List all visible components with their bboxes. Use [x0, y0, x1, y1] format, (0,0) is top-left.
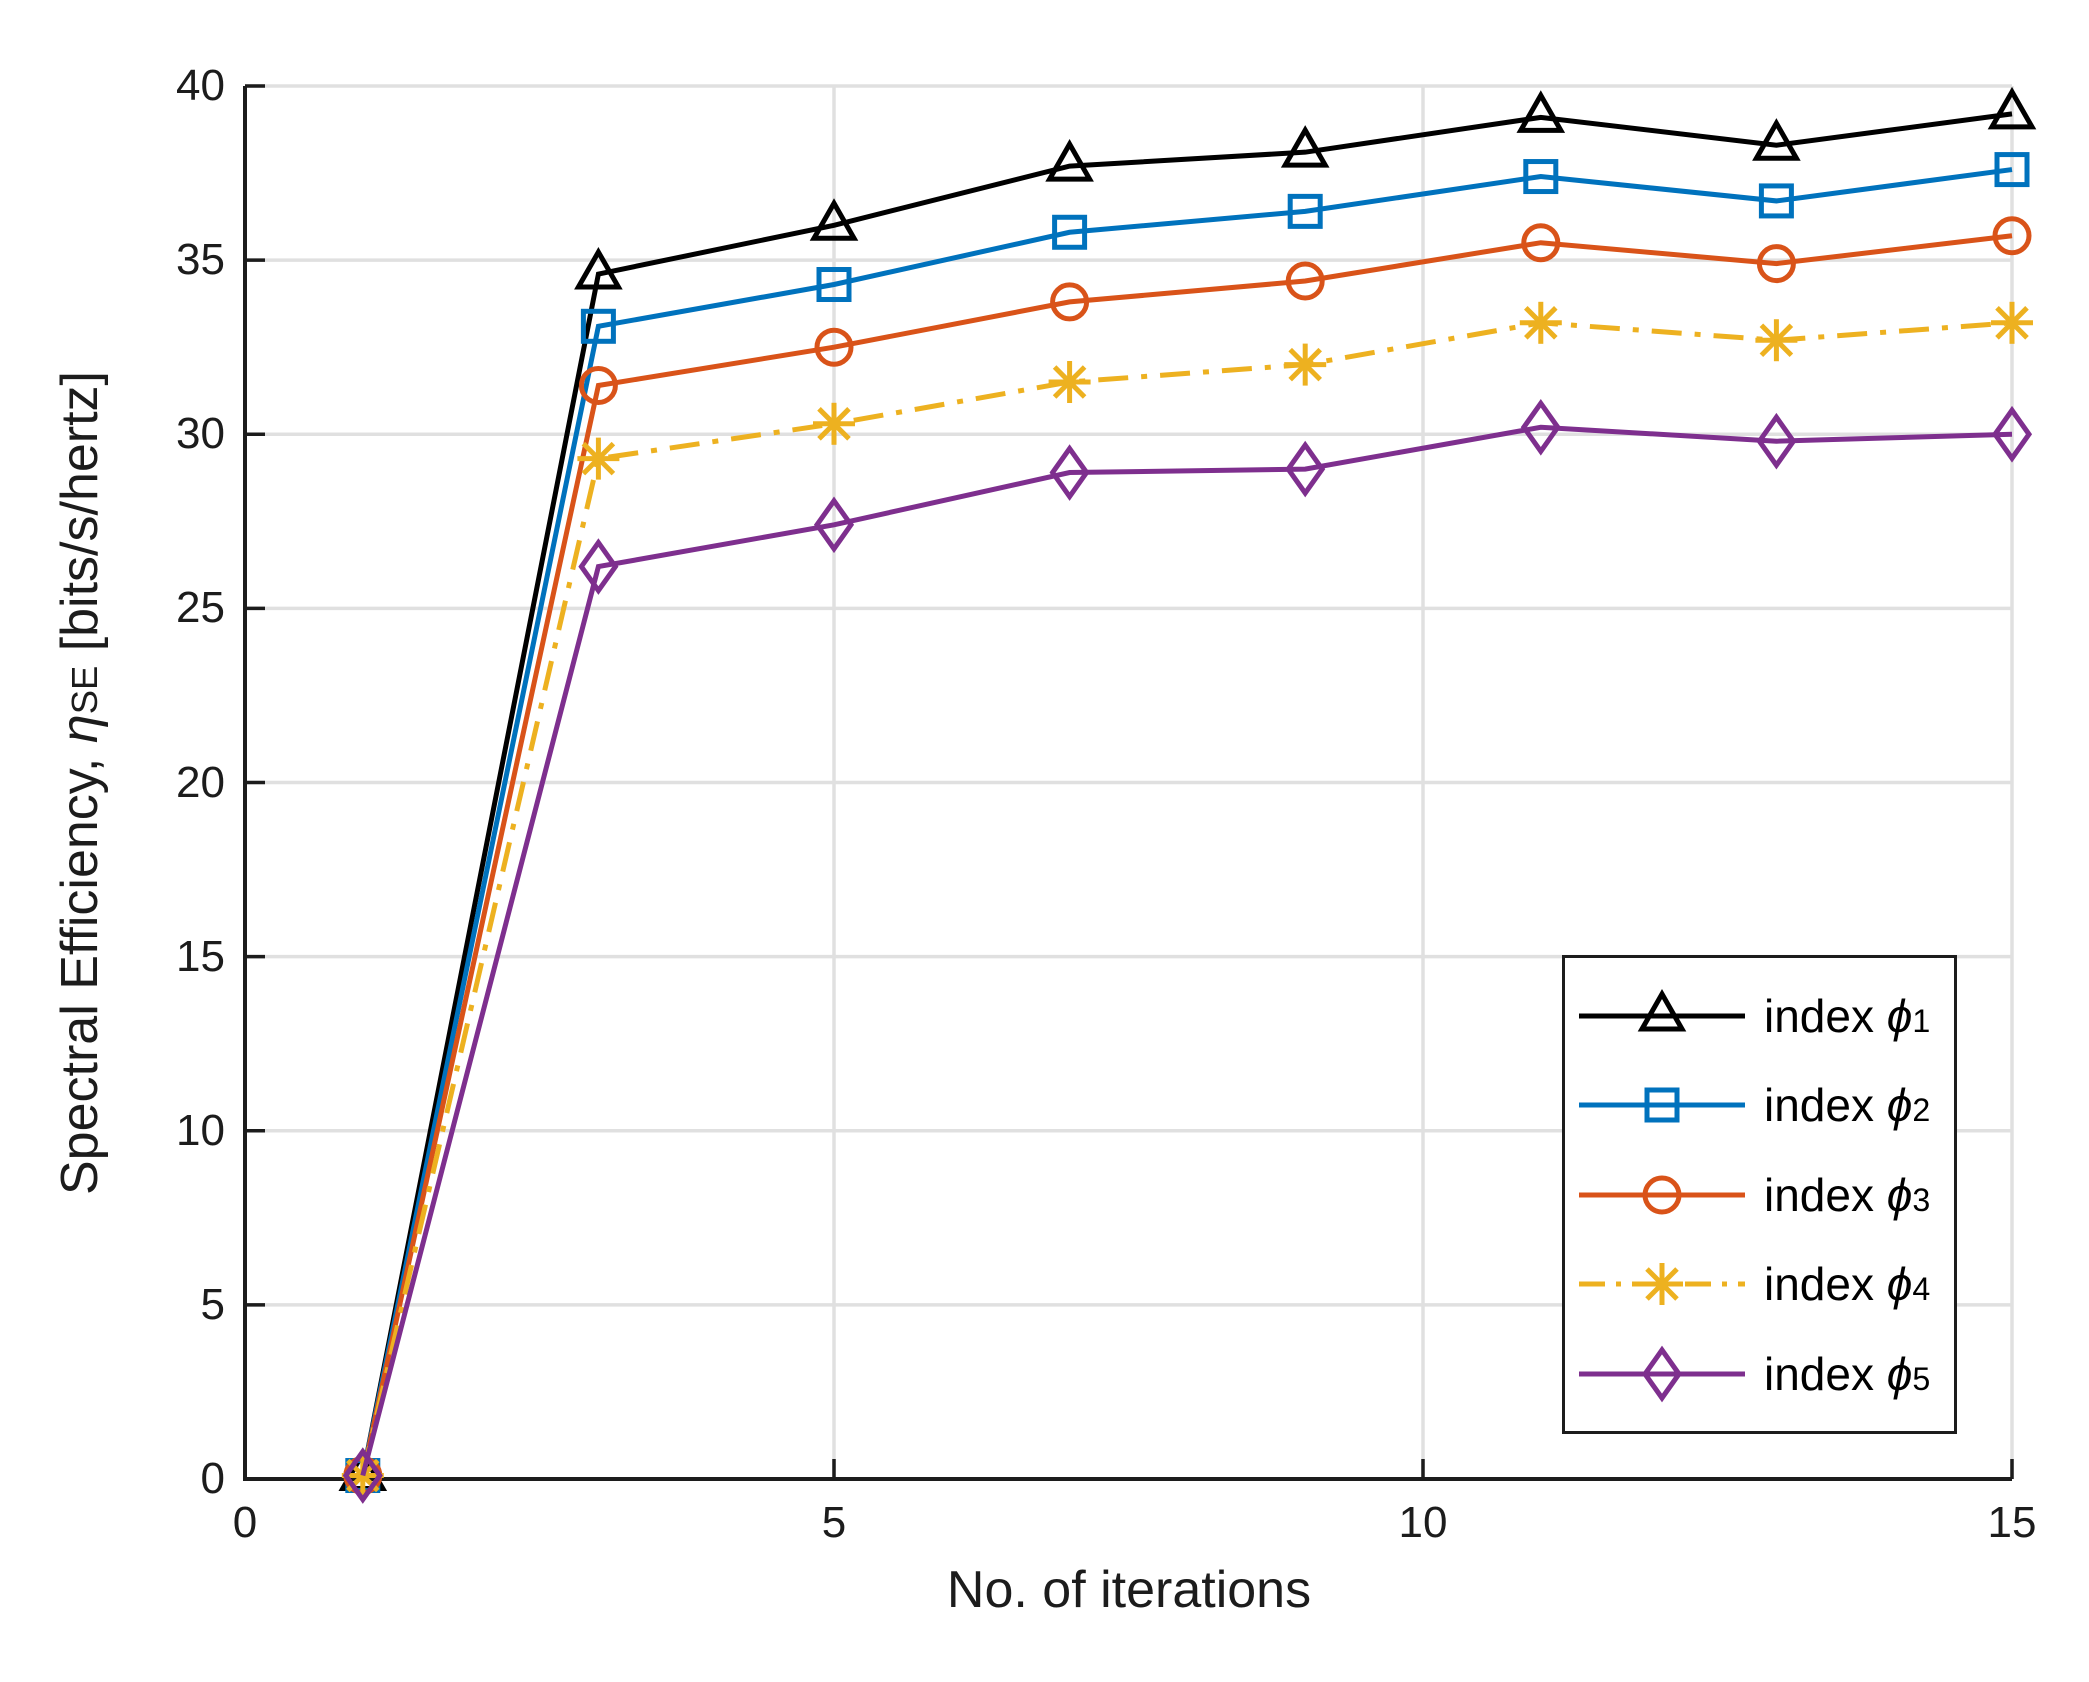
diamond-marker: [1285, 440, 1326, 498]
circle-marker: [1285, 261, 1325, 301]
series-line-2: [360, 167, 2013, 1477]
legend-sample-5: [1579, 1345, 1745, 1402]
asterisk-arm: [1759, 323, 1794, 357]
y-tick-label: 30: [176, 409, 225, 459]
asterisk-arm: [1995, 306, 2029, 340]
series-2: [345, 152, 2030, 1494]
x-tick-label: 5: [821, 1498, 847, 1547]
series-line-3: [360, 233, 2013, 1477]
y-label-prefix: Spectral Efficiency,: [51, 743, 109, 1196]
triangle-up-marker: [1045, 139, 1094, 182]
asterisk-arm: [1288, 347, 1322, 382]
triangle-up-marker: [1752, 118, 1801, 161]
x-axis-label: No. of iterations: [946, 1561, 1312, 1619]
square-marker: [1758, 183, 1794, 219]
legend-label-3: index ϕ3: [1764, 1168, 1931, 1221]
series-5: [342, 398, 2033, 1504]
legend-item-2: index ϕ2: [1575, 1073, 1954, 1137]
legend-label-2: index ϕ2: [1764, 1079, 1931, 1131]
legend-sample-4: [1579, 1263, 1745, 1305]
circle-marker: [1756, 244, 1796, 284]
asterisk-arm: [581, 441, 616, 476]
diamond-marker: [1756, 412, 1797, 470]
asterisk-arm: [1645, 1267, 1679, 1301]
diamond-marker: [1520, 398, 1561, 456]
triangle-up-marker: [1280, 125, 1330, 168]
series-4: [341, 301, 2033, 1497]
series-line-4: [360, 320, 2013, 1477]
asterisk-arm: [817, 407, 851, 441]
asterisk-arm: [1524, 306, 1558, 340]
y-tick-label: 10: [176, 1105, 225, 1155]
legend-label-5: index ϕ5: [1764, 1347, 1931, 1400]
diamond-marker: [578, 538, 619, 595]
square-marker: [816, 267, 852, 303]
legend-sample-3: [1579, 1175, 1745, 1214]
square-marker: [1994, 152, 2030, 188]
triangle-up-marker: [574, 247, 623, 290]
series-line-1: [360, 111, 2013, 1476]
square-marker: [1644, 1087, 1680, 1123]
y-tick-label: 0: [200, 1454, 225, 1503]
legend-sample-1: [1579, 988, 1745, 1031]
y-tick-label: 15: [176, 931, 225, 981]
diamond-marker: [1049, 444, 1090, 501]
triangle-up-marker: [1987, 86, 2037, 130]
triangle-up-marker: [1637, 988, 1687, 1031]
circle-marker: [1992, 216, 2032, 256]
legend-item-1: index ϕ1: [1575, 984, 1954, 1048]
series-line-5: [360, 424, 2013, 1477]
x-tick-label: 0: [232, 1498, 258, 1547]
diamond-marker: [813, 496, 855, 554]
y-tick-label: 25: [176, 583, 225, 633]
circle-marker: [578, 365, 618, 405]
series-3: [343, 216, 2032, 1496]
circle-marker: [1642, 1175, 1682, 1214]
y-label-suffix: [bits/s/hertz]: [51, 370, 109, 666]
legend-sample-2: [1579, 1087, 1745, 1123]
circle-marker: [1521, 223, 1561, 263]
series-1: [338, 86, 2037, 1492]
legend-item-3: index ϕ3: [1575, 1163, 1954, 1227]
legend-label-4: index ϕ4: [1764, 1258, 1931, 1310]
triangle-up-marker: [809, 198, 859, 241]
y-tick-label: 20: [176, 757, 225, 807]
legend-item-5: index ϕ5: [1575, 1342, 1954, 1406]
square-marker: [1523, 159, 1559, 195]
square-marker: [1287, 193, 1323, 229]
y-tick-label: 5: [200, 1279, 225, 1329]
y-label-subscript: SE: [64, 665, 105, 715]
circle-marker: [1050, 282, 1090, 322]
asterisk-arm: [1052, 365, 1087, 399]
y-axis-label: Spectral Efficiency, ηSE [bits/s/hertz]: [50, 371, 110, 1195]
y-label-symbol: η: [51, 714, 109, 744]
triangle-up-marker: [1516, 90, 1566, 133]
legend-label-1: index ϕ1: [1764, 989, 1931, 1042]
x-tick-label: 10: [1398, 1498, 1448, 1547]
diamond-marker: [1991, 405, 2033, 463]
diamond-marker: [342, 1447, 383, 1504]
square-marker: [1052, 214, 1088, 250]
x-tick-label: 15: [1987, 1498, 2037, 1547]
diamond-marker: [1641, 1345, 1683, 1402]
square-marker: [580, 308, 616, 344]
circle-marker: [814, 327, 854, 367]
legend-item-4: index ϕ4: [1575, 1252, 1954, 1316]
y-tick-label: 40: [176, 61, 225, 110]
legend: index ϕ1 index ϕ2 index ϕ3 index ϕ4 index ϕ5: [1562, 955, 1957, 1434]
y-tick-label: 35: [176, 235, 225, 285]
